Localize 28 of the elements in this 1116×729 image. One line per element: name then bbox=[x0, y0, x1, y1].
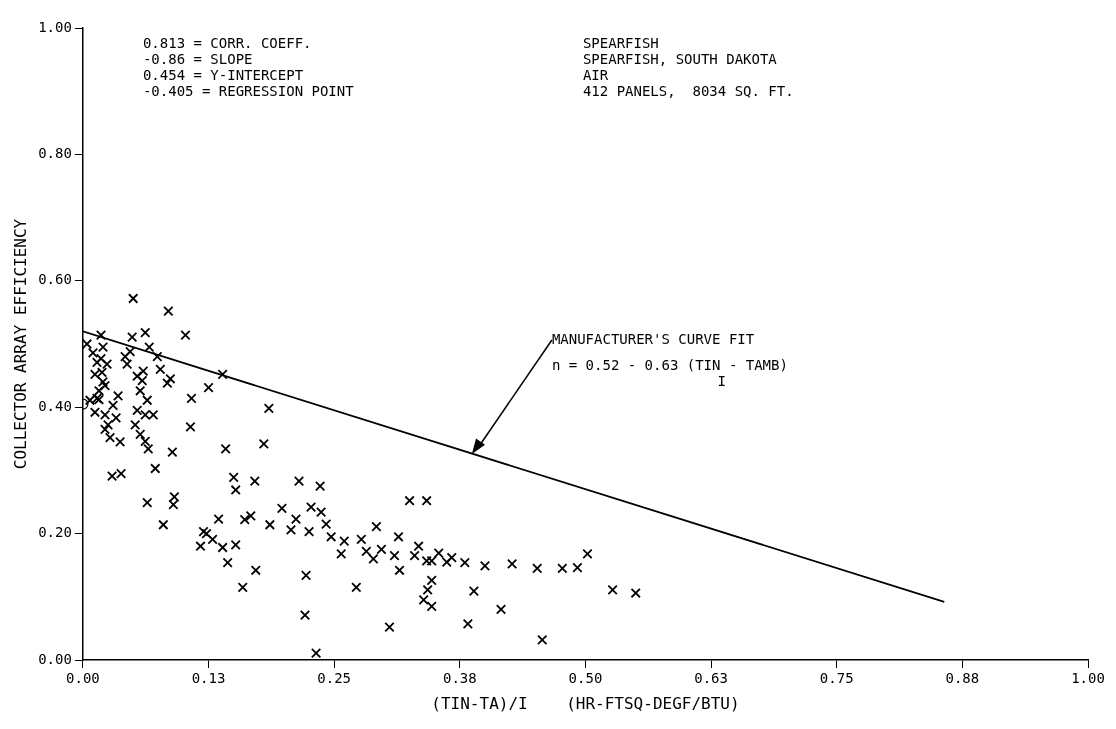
x-tick-label: 1.00 bbox=[1071, 670, 1105, 687]
x-axis-title: (TIN-TA)/I (HR-FTSQ-DEGF/BTU) bbox=[431, 693, 740, 713]
annotation: 412 PANELS, 8034 SQ. FT. bbox=[582, 83, 794, 99]
x-tick-label: 0.00 bbox=[66, 670, 100, 687]
annotation: MANUFACTURER'S CURVE FIT bbox=[551, 330, 755, 347]
annotation: -0.86 = SLOPE bbox=[142, 51, 253, 67]
x-tick-label: 0.25 bbox=[317, 670, 352, 687]
x-tick-label: 0.13 bbox=[191, 670, 226, 687]
x-tick-label: 0.50 bbox=[568, 670, 603, 687]
x-tick-label: 0.75 bbox=[819, 670, 854, 687]
x-tick-label: 0.88 bbox=[945, 670, 980, 687]
x-tick-label: 0.38 bbox=[442, 670, 477, 687]
y-axis-title: COLLECTOR ARRAY EFFICIENCY bbox=[10, 218, 30, 470]
y-tick-label: 0.00 bbox=[38, 650, 72, 667]
annotation: -0.405 = REGRESSION POINT bbox=[142, 83, 355, 99]
y-tick-label: 0.80 bbox=[38, 145, 72, 162]
y-tick-label: 0.60 bbox=[38, 271, 72, 288]
y-tick-label: 0.40 bbox=[38, 397, 72, 414]
y-tick-label: 1.00 bbox=[38, 18, 72, 35]
annotation: 0.454 = Y-INTERCEPT bbox=[142, 67, 304, 83]
annotation: AIR bbox=[582, 67, 609, 83]
annotation: SPEARFISH, SOUTH DAKOTA bbox=[582, 51, 778, 67]
x-tick-label: 0.63 bbox=[694, 670, 728, 687]
annotation: 0.813 = CORR. COEFF. bbox=[142, 35, 312, 51]
annotation: I bbox=[717, 372, 727, 389]
y-tick-label: 0.20 bbox=[38, 524, 72, 541]
annotation: SPEARFISH bbox=[582, 35, 659, 51]
annotation: n = 0.52 - 0.63 (TIN - TAMB) bbox=[551, 356, 788, 373]
